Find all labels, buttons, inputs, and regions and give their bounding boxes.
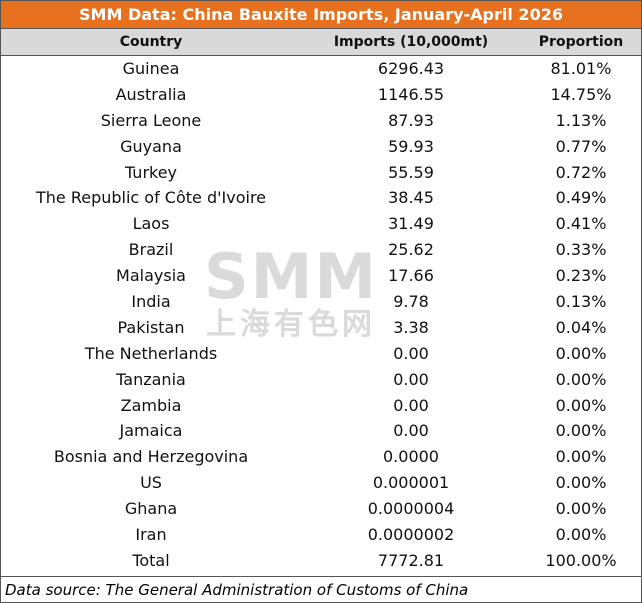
table-cell: Bosnia and Herzegovina: [53, 447, 249, 467]
table-cell: Jamaica: [119, 421, 183, 441]
table-cell: 1.13%: [555, 110, 607, 130]
header-cell: Proportion: [538, 34, 624, 50]
table-cell: 0.41%: [555, 214, 607, 234]
table-cell: 0.00: [393, 369, 429, 389]
table-row: Guyana 59.93 0.77%: [1, 134, 641, 160]
table-row: The Netherlands 0.00 0.00%: [1, 341, 641, 367]
table-row: Tanzania 0.00 0.00%: [1, 367, 641, 393]
table-cell: 1146.55: [377, 84, 445, 104]
table-body: Guinea 6296.43 81.01% Australia 1146.55 14.75…: [1, 56, 641, 574]
table-cell: 0.00%: [555, 499, 607, 519]
table-cell: 0.00%: [555, 421, 607, 441]
table-row: Bosnia and Herzegovina 0.0000 0.00%: [1, 444, 641, 470]
table-cell: Tanzania: [116, 369, 186, 389]
table-cell: Turkey: [124, 162, 178, 182]
table-cell: 100.00%: [545, 550, 617, 570]
table-cell: US: [140, 473, 162, 493]
table-cell: 0.00%: [555, 447, 607, 467]
table-row: US 0.000001 0.00%: [1, 470, 641, 496]
table-cell: Brazil: [128, 240, 174, 260]
table-cell: 0.33%: [555, 240, 607, 260]
table-cell: 0.00: [393, 421, 429, 441]
table-row: India 9.78 0.13%: [1, 289, 641, 315]
table-row: Brazil 25.62 0.33%: [1, 237, 641, 263]
table-cell: 0.49%: [555, 188, 607, 208]
table-cell: 0.00%: [555, 395, 607, 415]
table-cell: The Netherlands: [84, 343, 218, 363]
table-cell: 7772.81: [377, 550, 445, 570]
table-cell: 9.78: [393, 292, 429, 312]
table-row: Total 7772.81 100.00%: [1, 548, 641, 574]
table-cell: 0.04%: [555, 317, 607, 337]
table-cell: 0.13%: [555, 292, 607, 312]
table-cell: India: [131, 292, 171, 312]
table-row: Malaysia 17.66 0.23%: [1, 263, 641, 289]
table-cell: Malaysia: [116, 266, 186, 286]
table-row: Pakistan 3.38 0.04%: [1, 315, 641, 341]
table-cell: 0.00%: [555, 343, 607, 363]
table-cell: 0.0000002: [367, 525, 455, 545]
table-cell: 0.00: [393, 343, 429, 363]
table-cell: 55.59: [388, 162, 434, 182]
table-row: The Republic of Côte d'Ivoire 38.45 0.49%: [1, 185, 641, 211]
table-cell: 6296.43: [377, 59, 445, 78]
table-cell: Zambia: [120, 395, 182, 415]
table-cell: 25.62: [388, 240, 434, 260]
table-row: Laos 31.49 0.41%: [1, 211, 641, 237]
table-cell: 59.93: [388, 136, 434, 156]
table-cell: Iran: [135, 525, 167, 545]
table-cell: 0.23%: [555, 266, 607, 286]
table-cell: 81.01%: [550, 59, 612, 78]
table-row: Ghana 0.0000004 0.00%: [1, 496, 641, 522]
table-row: Guinea 6296.43 81.01%: [1, 56, 641, 82]
table-cell: Guyana: [120, 136, 182, 156]
table-cell: 0.00%: [555, 473, 607, 493]
table-row: Sierra Leone 87.93 1.13%: [1, 108, 641, 134]
table-cell: 0.0000: [383, 447, 439, 467]
table-cell: 87.93: [388, 110, 434, 130]
table-cell: Australia: [115, 84, 187, 104]
table-cell: Ghana: [124, 499, 178, 519]
table-cell: 14.75%: [550, 84, 612, 104]
table-cell: 0.77%: [555, 136, 607, 156]
table-cell: 3.38: [393, 317, 429, 337]
table-cell: Total: [132, 550, 170, 570]
title: SMM Data: China Bauxite Imports, January…: [1, 1, 641, 29]
table-cell: 17.66: [388, 266, 434, 286]
table-row: Australia 1146.55 14.75%: [1, 82, 641, 108]
table-cell: Pakistan: [117, 317, 185, 337]
table-cell: 0.000001: [372, 473, 450, 493]
table-cell: Laos: [132, 214, 170, 234]
table-cell: 0.00%: [555, 369, 607, 389]
table-cell: 0.0000004: [367, 499, 455, 519]
header-cell: Imports (10,000mt): [333, 34, 489, 50]
table-cell: Guinea: [122, 59, 180, 78]
table-row: Jamaica 0.00 0.00%: [1, 418, 641, 444]
table-cell: 0.00%: [555, 525, 607, 545]
table-cell: The Republic of Côte d'Ivoire: [35, 188, 267, 208]
table-cell: 0.72%: [555, 162, 607, 182]
table-cell: 0.00: [393, 395, 429, 415]
table-cell: 31.49: [388, 214, 434, 234]
table-cell: Sierra Leone: [100, 110, 202, 130]
table-cell: 38.45: [388, 188, 434, 208]
table-row: Turkey 55.59 0.72%: [1, 160, 641, 186]
header-cell: Country: [119, 34, 183, 50]
table-row: Iran 0.0000002 0.00%: [1, 522, 641, 548]
footer: Data source: The General Administration …: [1, 576, 641, 602]
header-row: Country Imports (10,000mt) Proportion: [1, 29, 641, 56]
table-row: Zambia 0.00 0.00%: [1, 393, 641, 419]
